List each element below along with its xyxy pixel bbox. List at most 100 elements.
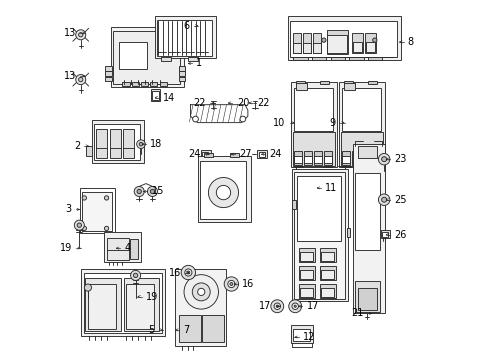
Circle shape [230,283,233,285]
Bar [294,156,302,163]
Text: 24: 24 [188,149,200,159]
Bar [304,156,312,163]
Bar [303,33,311,53]
Bar [362,156,370,163]
Bar [300,252,313,261]
Text: 5: 5 [148,325,155,335]
Bar [88,284,116,329]
Bar [179,77,185,81]
Circle shape [378,194,390,206]
Bar [257,150,267,158]
Bar [293,33,301,53]
Bar [151,89,160,101]
Bar [179,66,185,71]
Bar [313,42,321,53]
Text: 16: 16 [169,267,181,278]
Circle shape [197,288,205,296]
Text: 27: 27 [239,149,252,159]
Circle shape [193,116,198,122]
Circle shape [82,196,87,200]
Bar [293,42,301,53]
Bar [290,22,397,57]
Text: 25: 25 [394,195,407,205]
Text: 17: 17 [259,301,271,311]
Bar [355,173,380,250]
Text: 8: 8 [408,37,414,47]
Bar [124,278,159,331]
Circle shape [216,185,231,200]
Text: 3: 3 [65,204,72,215]
Bar [327,35,347,53]
Circle shape [150,189,155,194]
Text: 12: 12 [303,332,316,342]
Bar [382,231,388,237]
Circle shape [322,38,326,42]
Bar [80,188,115,233]
Bar [324,150,332,165]
Bar [314,156,322,163]
Bar [300,270,313,279]
Bar [358,146,377,158]
Circle shape [77,223,81,227]
Bar [294,88,333,131]
Bar [82,192,112,231]
Bar [300,288,313,297]
Circle shape [134,186,144,197]
Text: 19: 19 [146,292,158,302]
Bar [95,125,140,160]
Circle shape [192,283,210,301]
Bar [304,150,312,165]
Bar [313,33,321,53]
Text: 18: 18 [150,139,163,149]
Bar [299,266,315,280]
Bar [293,200,296,209]
Bar [92,121,144,163]
Bar [107,238,129,260]
Text: 23: 23 [394,154,407,164]
Bar [293,132,335,166]
Bar [362,150,370,165]
Circle shape [76,30,86,40]
Bar [303,42,311,53]
Circle shape [382,157,387,162]
Bar [96,129,107,158]
Bar [202,315,224,342]
Circle shape [224,277,239,291]
Text: 14: 14 [163,93,175,103]
Bar [352,33,363,53]
Bar [150,82,157,86]
Bar [368,57,382,59]
Circle shape [137,140,146,148]
Bar [157,20,212,56]
Bar [132,82,139,86]
Bar [349,57,364,59]
Bar [188,57,198,61]
Bar [160,82,167,86]
Text: 19: 19 [60,243,72,253]
Text: 22: 22 [194,98,206,108]
Bar [314,150,322,165]
Text: 16: 16 [242,279,254,289]
Circle shape [131,270,141,280]
Bar [111,27,184,87]
Bar [366,41,375,51]
Bar [344,83,355,90]
Text: 26: 26 [394,230,407,239]
Bar [87,145,92,156]
Circle shape [104,196,109,200]
Bar [344,81,353,84]
Bar [320,270,334,279]
Text: 1: 1 [196,58,202,68]
Bar [161,57,171,61]
Text: 17: 17 [307,301,319,311]
Text: 20: 20 [237,98,249,108]
Circle shape [181,265,196,280]
Text: 24: 24 [270,149,282,159]
Circle shape [78,33,83,37]
Bar [324,156,332,163]
Bar [355,282,380,312]
Bar [342,88,381,131]
Bar [353,144,385,314]
Bar [342,150,350,165]
Circle shape [74,220,84,230]
